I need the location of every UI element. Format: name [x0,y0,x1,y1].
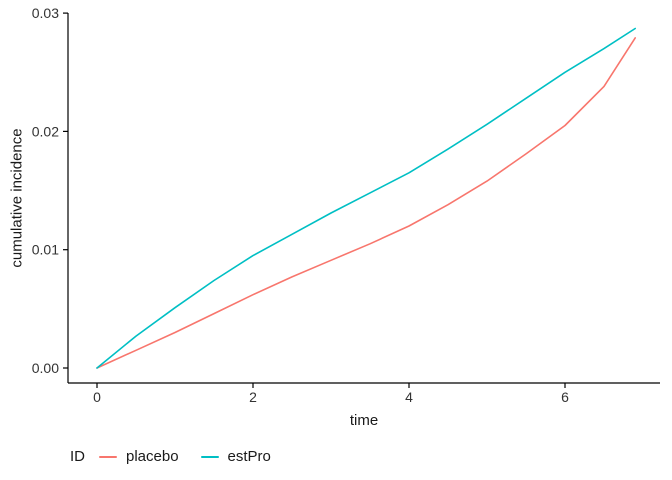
legend-item-estPro: estPro [200,448,271,465]
x-tick-label: 6 [561,389,569,405]
series-line-placebo [96,37,637,369]
legend-title: ID [70,448,85,465]
series-line-estPro [96,27,637,369]
x-tick-label: 0 [93,389,101,405]
legend-label: placebo [126,448,179,465]
y-axis-title: cumulative incidence [8,128,26,268]
legend-items: placebo estPro [99,448,271,465]
legend-line-swatch [200,455,219,458]
x-tick-label: 4 [405,389,413,405]
legend-item-placebo: placebo [99,448,179,465]
legend-line-swatch [99,455,117,458]
legend: ID placebo estPro [70,448,271,465]
y-tick-label: 0.02 [32,123,59,139]
y-tick-label: 0.03 [32,5,59,21]
legend-label: estPro [227,448,271,465]
x-axis-title: time [349,412,379,429]
y-tick-label: 0.01 [32,242,59,258]
y-tick-label: 0.00 [32,360,59,376]
x-tick-label: 2 [249,389,257,405]
